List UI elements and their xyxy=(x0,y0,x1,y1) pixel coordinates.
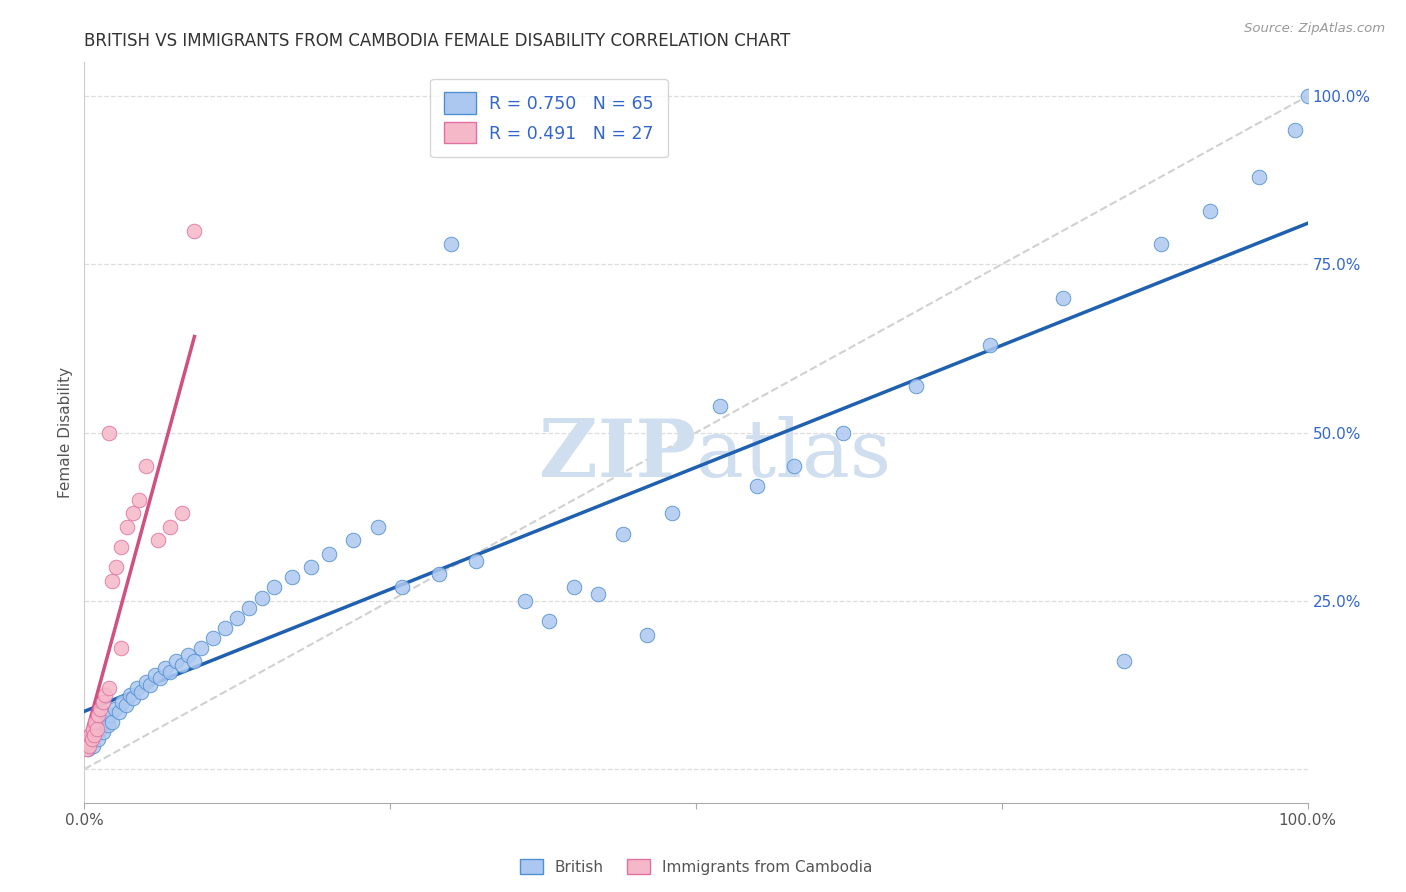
Point xyxy=(783,459,806,474)
Point xyxy=(77,742,100,756)
Point xyxy=(91,725,114,739)
Point xyxy=(110,640,132,655)
Point xyxy=(79,735,101,749)
Point xyxy=(250,591,273,605)
Point xyxy=(80,731,103,746)
Point xyxy=(513,594,536,608)
Point xyxy=(831,425,853,440)
Point xyxy=(159,520,181,534)
Point xyxy=(177,648,200,662)
Point xyxy=(318,547,340,561)
Point xyxy=(1198,203,1220,218)
Point xyxy=(183,224,205,238)
Point xyxy=(118,688,141,702)
Point xyxy=(1114,655,1136,669)
Point xyxy=(709,399,731,413)
Point xyxy=(586,587,609,601)
Point xyxy=(83,729,105,743)
Legend: British, Immigrants from Cambodia: British, Immigrants from Cambodia xyxy=(512,851,880,882)
Point xyxy=(129,685,152,699)
Point xyxy=(1247,169,1270,184)
Point xyxy=(86,722,108,736)
Point xyxy=(77,739,100,753)
Point xyxy=(105,560,128,574)
Point xyxy=(139,678,162,692)
Point xyxy=(110,540,132,554)
Text: BRITISH VS IMMIGRANTS FROM CAMBODIA FEMALE DISABILITY CORRELATION CHART: BRITISH VS IMMIGRANTS FROM CAMBODIA FEMA… xyxy=(84,32,790,50)
Point xyxy=(146,533,169,548)
Point xyxy=(238,600,260,615)
Point xyxy=(107,705,129,719)
Point xyxy=(84,714,107,729)
Point xyxy=(128,492,150,507)
Point xyxy=(153,661,176,675)
Point xyxy=(77,735,100,749)
Point xyxy=(87,731,110,746)
Point xyxy=(101,714,124,729)
Point xyxy=(97,681,120,696)
Point xyxy=(1150,237,1173,252)
Point xyxy=(367,520,389,534)
Point xyxy=(562,581,585,595)
Point xyxy=(299,560,322,574)
Point xyxy=(104,701,127,715)
Point xyxy=(135,459,157,474)
Point xyxy=(172,657,194,672)
Point xyxy=(661,507,683,521)
Point xyxy=(201,631,224,645)
Point xyxy=(342,533,364,548)
Point xyxy=(165,655,187,669)
Point xyxy=(979,338,1001,352)
Point xyxy=(87,708,110,723)
Point xyxy=(143,668,166,682)
Point xyxy=(214,621,236,635)
Point xyxy=(149,671,172,685)
Point xyxy=(122,691,145,706)
Point xyxy=(125,681,148,696)
Point xyxy=(91,695,114,709)
Point xyxy=(190,640,212,655)
Point xyxy=(905,378,928,392)
Text: atlas: atlas xyxy=(696,416,891,494)
Point xyxy=(89,722,111,736)
Point xyxy=(1052,291,1074,305)
Point xyxy=(427,566,450,581)
Point xyxy=(1296,89,1319,103)
Point xyxy=(172,507,194,521)
Point xyxy=(94,714,117,729)
Point xyxy=(538,614,561,628)
Point xyxy=(94,688,117,702)
Point xyxy=(440,237,463,252)
Point xyxy=(263,581,285,595)
Point xyxy=(122,507,145,521)
Point xyxy=(101,574,124,588)
Point xyxy=(98,708,121,723)
Point xyxy=(1284,122,1306,136)
Point xyxy=(636,627,658,641)
Point xyxy=(115,520,138,534)
Point xyxy=(281,570,304,584)
Point xyxy=(183,655,205,669)
Point xyxy=(226,610,249,624)
Point xyxy=(464,553,486,567)
Point xyxy=(111,695,134,709)
Point xyxy=(84,729,107,743)
Point xyxy=(159,665,181,679)
Point xyxy=(747,479,769,493)
Point xyxy=(612,526,634,541)
Point xyxy=(97,425,120,440)
Point xyxy=(79,729,101,743)
Point xyxy=(97,718,120,732)
Point xyxy=(391,581,413,595)
Point xyxy=(82,722,104,736)
Point xyxy=(135,674,157,689)
Point xyxy=(89,701,111,715)
Point xyxy=(115,698,138,713)
Text: ZIP: ZIP xyxy=(538,416,696,494)
Point xyxy=(82,739,104,753)
Point xyxy=(76,742,98,756)
Y-axis label: Female Disability: Female Disability xyxy=(58,367,73,499)
Text: Source: ZipAtlas.com: Source: ZipAtlas.com xyxy=(1244,22,1385,36)
